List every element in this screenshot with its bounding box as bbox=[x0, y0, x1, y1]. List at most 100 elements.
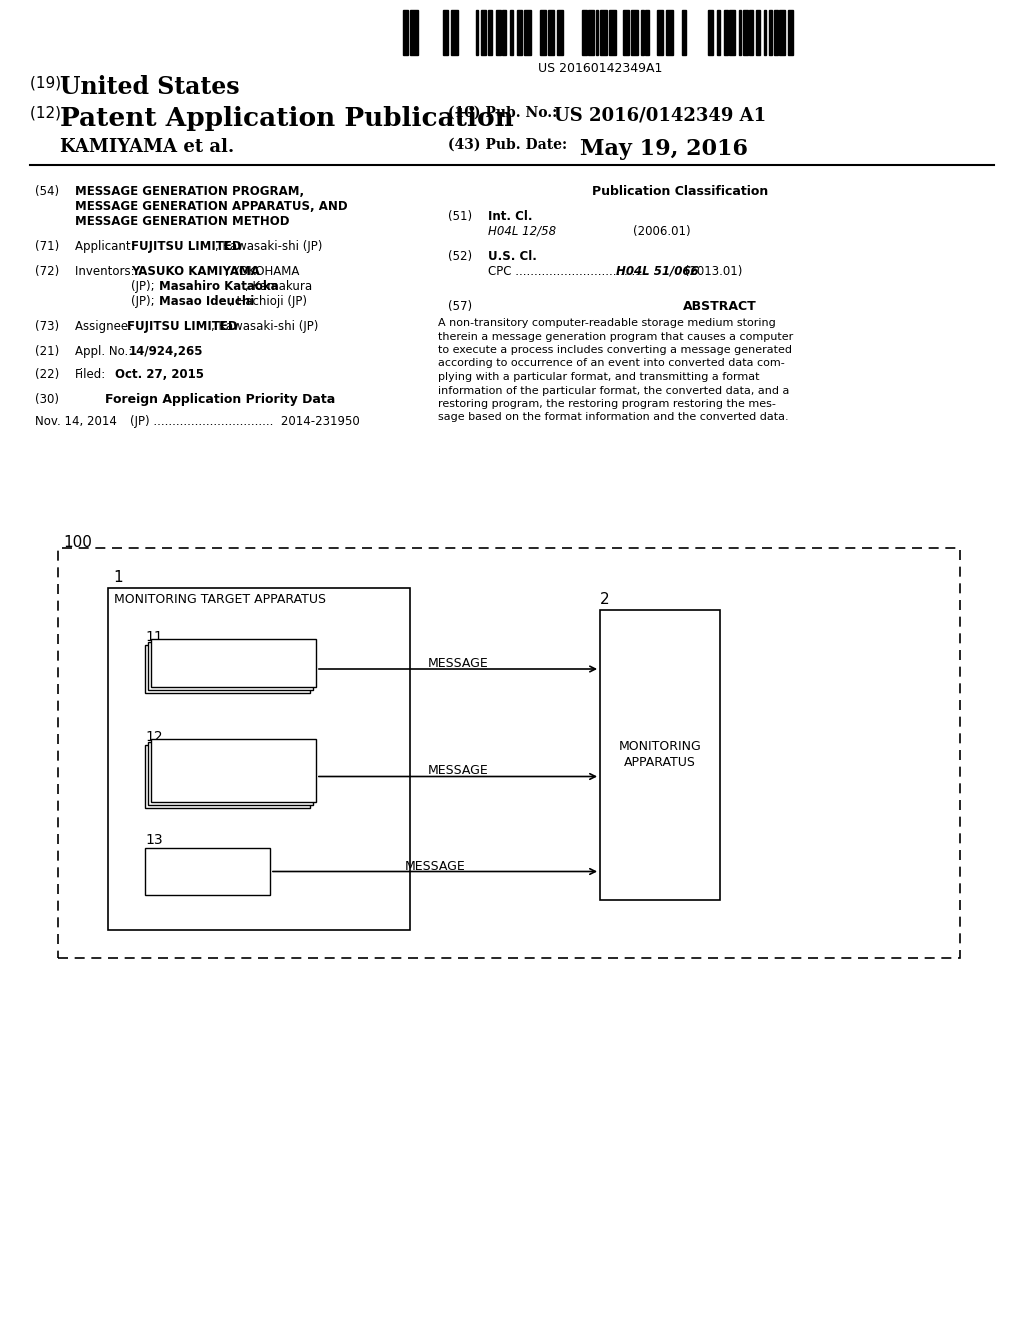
Bar bbox=[480, 11, 485, 55]
Text: (JP) ................................  2014-231950: (JP) ................................ 20… bbox=[130, 414, 359, 428]
Bar bbox=[769, 11, 772, 55]
Bar bbox=[788, 11, 793, 55]
Text: , Kawasaki-shi (JP): , Kawasaki-shi (JP) bbox=[215, 240, 323, 253]
Bar bbox=[589, 11, 594, 55]
Text: 11: 11 bbox=[145, 630, 163, 644]
Text: OS: OS bbox=[199, 865, 216, 878]
Bar bbox=[739, 11, 741, 55]
Text: 14/924,265: 14/924,265 bbox=[129, 345, 204, 358]
Bar bbox=[476, 11, 478, 55]
Text: (73): (73) bbox=[35, 319, 59, 333]
Text: according to occurrence of an event into converted data com-: according to occurrence of an event into… bbox=[438, 359, 784, 368]
Text: U.S. Cl.: U.S. Cl. bbox=[488, 249, 537, 263]
Text: (JP);: (JP); bbox=[131, 294, 159, 308]
Bar bbox=[523, 11, 530, 55]
Text: sage based on the format information and the converted data.: sage based on the format information and… bbox=[438, 412, 788, 422]
Text: APPARATUS: APPARATUS bbox=[624, 756, 696, 770]
Text: MONITORING TARGET APPARATUS: MONITORING TARGET APPARATUS bbox=[114, 593, 326, 606]
Bar bbox=[411, 11, 419, 55]
Text: 100: 100 bbox=[63, 535, 92, 550]
Text: Filed:: Filed: bbox=[75, 368, 106, 381]
Bar bbox=[724, 11, 728, 55]
Text: (21): (21) bbox=[35, 345, 59, 358]
Text: H04L 12/58: H04L 12/58 bbox=[488, 224, 556, 238]
Bar bbox=[645, 11, 649, 55]
Text: (52): (52) bbox=[449, 249, 472, 263]
Text: Nov. 14, 2014: Nov. 14, 2014 bbox=[35, 414, 117, 428]
Text: US 20160142349A1: US 20160142349A1 bbox=[538, 62, 663, 75]
Bar bbox=[510, 11, 513, 55]
Bar bbox=[623, 11, 629, 55]
Text: Assignee:: Assignee: bbox=[75, 319, 139, 333]
Bar bbox=[631, 11, 638, 55]
Text: , Kamakura: , Kamakura bbox=[245, 280, 312, 293]
Text: FUJITSU LIMITED: FUJITSU LIMITED bbox=[127, 319, 238, 333]
Bar bbox=[108, 587, 410, 931]
Text: (2013.01): (2013.01) bbox=[681, 265, 742, 279]
Bar bbox=[596, 11, 598, 55]
Text: MESSAGE GENERATION APPARATUS, AND: MESSAGE GENERATION APPARATUS, AND bbox=[75, 201, 347, 213]
Text: MESSAGE GENERATION METHOD: MESSAGE GENERATION METHOD bbox=[75, 215, 290, 228]
Bar bbox=[151, 639, 316, 686]
Text: APPLICATION: APPLICATION bbox=[187, 777, 268, 789]
Text: 1: 1 bbox=[113, 570, 123, 585]
Bar bbox=[608, 11, 616, 55]
Text: 2: 2 bbox=[600, 591, 609, 607]
Text: MESSAGE: MESSAGE bbox=[404, 859, 465, 873]
Bar bbox=[582, 11, 588, 55]
Text: (72): (72) bbox=[35, 265, 59, 279]
Text: Publication Classification: Publication Classification bbox=[592, 185, 768, 198]
Bar bbox=[151, 739, 316, 803]
Bar bbox=[517, 11, 522, 55]
Text: A non-transitory computer-readable storage medium storing: A non-transitory computer-readable stora… bbox=[438, 318, 776, 327]
Bar bbox=[756, 11, 760, 55]
Bar bbox=[548, 11, 554, 55]
Text: (43) Pub. Date:: (43) Pub. Date: bbox=[449, 139, 567, 152]
FancyBboxPatch shape bbox=[58, 548, 961, 958]
Text: (19): (19) bbox=[30, 75, 66, 90]
Bar bbox=[708, 11, 713, 55]
Bar bbox=[145, 645, 310, 693]
Text: (30): (30) bbox=[35, 393, 59, 407]
Text: (54): (54) bbox=[35, 185, 59, 198]
Bar bbox=[148, 742, 313, 805]
Bar bbox=[641, 11, 644, 55]
Bar bbox=[148, 642, 313, 690]
Text: Int. Cl.: Int. Cl. bbox=[488, 210, 532, 223]
Text: MONITORING: MONITORING bbox=[618, 741, 701, 754]
Bar bbox=[729, 11, 735, 55]
Bar bbox=[666, 11, 673, 55]
Bar bbox=[557, 11, 563, 55]
Text: APPLICATION: APPLICATION bbox=[187, 663, 268, 676]
Text: to execute a process includes converting a message generated: to execute a process includes converting… bbox=[438, 345, 792, 355]
Bar bbox=[764, 11, 766, 55]
Text: (JP);: (JP); bbox=[131, 280, 159, 293]
Text: MESSAGE GENERATION PROGRAM,: MESSAGE GENERATION PROGRAM, bbox=[75, 185, 304, 198]
Text: US 2016/0142349 A1: US 2016/0142349 A1 bbox=[554, 106, 766, 124]
Bar bbox=[750, 11, 753, 55]
Bar bbox=[779, 11, 785, 55]
Text: , Hachioji (JP): , Hachioji (JP) bbox=[229, 294, 307, 308]
Text: YASUKO KAMIYAMA: YASUKO KAMIYAMA bbox=[131, 265, 260, 279]
Bar bbox=[145, 847, 270, 895]
Text: (22): (22) bbox=[35, 368, 59, 381]
Text: 13: 13 bbox=[145, 833, 163, 847]
Text: ABSTRACT: ABSTRACT bbox=[683, 300, 757, 313]
Bar bbox=[717, 11, 720, 55]
Text: 12: 12 bbox=[145, 730, 163, 744]
Text: MIDDLEWARE: MIDDLEWARE bbox=[184, 763, 270, 776]
Text: plying with a particular format, and transmitting a format: plying with a particular format, and tra… bbox=[438, 372, 760, 381]
Text: Inventors:: Inventors: bbox=[75, 265, 142, 279]
Bar bbox=[682, 11, 686, 55]
Bar bbox=[600, 610, 720, 900]
Text: (71): (71) bbox=[35, 240, 59, 253]
Text: information of the particular format, the converted data, and a: information of the particular format, th… bbox=[438, 385, 790, 396]
Text: Applicant:: Applicant: bbox=[75, 240, 142, 253]
Bar bbox=[503, 11, 506, 55]
Text: Oct. 27, 2015: Oct. 27, 2015 bbox=[115, 368, 204, 381]
Text: Foreign Application Priority Data: Foreign Application Priority Data bbox=[105, 393, 335, 407]
Text: (10) Pub. No.:: (10) Pub. No.: bbox=[449, 106, 567, 120]
Text: Masahiro Kataoka: Masahiro Kataoka bbox=[159, 280, 279, 293]
Text: (51): (51) bbox=[449, 210, 472, 223]
Bar bbox=[496, 11, 501, 55]
